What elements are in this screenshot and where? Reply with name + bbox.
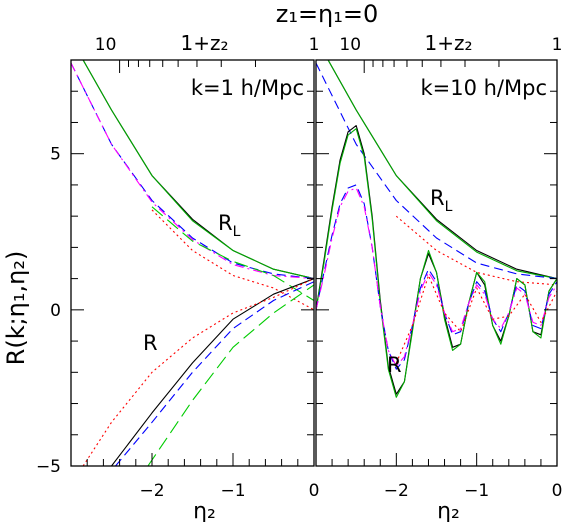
series-line-rl-dashed-2 [316, 62, 557, 280]
series-line-r-dashdot-7 [316, 187, 557, 367]
x-tick-label: −2 [139, 481, 164, 501]
series-line-r-longdash-9 [147, 284, 314, 466]
top-tick-label: 1 [552, 35, 563, 55]
y-tick-label: 0 [50, 301, 61, 321]
plot-frame [315, 59, 558, 467]
series-line-r-solid-4 [316, 125, 557, 395]
series-line-r-dashed-7 [115, 281, 314, 466]
x-tick-label: 0 [552, 481, 563, 501]
y-tick-label: −5 [36, 457, 61, 477]
series-line-r-solid-6 [111, 278, 314, 466]
x-tick-label: −1 [464, 481, 489, 501]
panel-annotation: k=10 h/Mpc [420, 76, 547, 100]
top-tick-label: 10 [95, 35, 117, 55]
curve-label-rl: RL [430, 186, 453, 215]
series-line-r-dotted-8 [82, 278, 314, 466]
x-axis-label: η₂ [437, 499, 460, 522]
series-line-r-dashed-6 [316, 184, 557, 370]
top-tick-label: 1 [309, 35, 320, 55]
series-line-rl-dotted-3 [395, 215, 557, 286]
curve-label-r: R [387, 353, 402, 377]
top-axis-label: 1+z₂ [181, 31, 229, 55]
series-line-rl-solid-1 [82, 60, 314, 280]
x-tick-label: −1 [220, 481, 245, 501]
series-line-r-solid-5 [316, 128, 557, 398]
right-panel: −2 −1 0 10 1 1+z₂ η₂ k=10 h/Mpc RL R [315, 31, 563, 522]
left-panel: −2 −1 0 −5 0 5 10 1 1+z₂ η₂ k=1 h/Mpc RL R [36, 31, 319, 522]
series-line-r-dotted-8 [395, 274, 557, 364]
curve-label-r: R [143, 331, 158, 355]
top-tick-label: 10 [339, 35, 361, 55]
x-tick-label: −2 [384, 481, 409, 501]
series-line-rl-solid-1 [327, 60, 557, 280]
y-axis-label: R(k;η₁,η₂) [2, 251, 30, 366]
plot-frame [70, 59, 315, 467]
curve-label-rl: RL [218, 211, 241, 240]
series-line-rl-longdash-4 [151, 206, 314, 301]
x-tick-label: 0 [309, 481, 320, 501]
top-title: z₁=η₁=0 [276, 0, 379, 28]
panel-annotation: k=1 h/Mpc [191, 76, 304, 100]
top-axis-label: 1+z₂ [425, 31, 473, 55]
x-axis-label: η₂ [193, 499, 216, 522]
y-tick-label: 5 [50, 145, 61, 165]
